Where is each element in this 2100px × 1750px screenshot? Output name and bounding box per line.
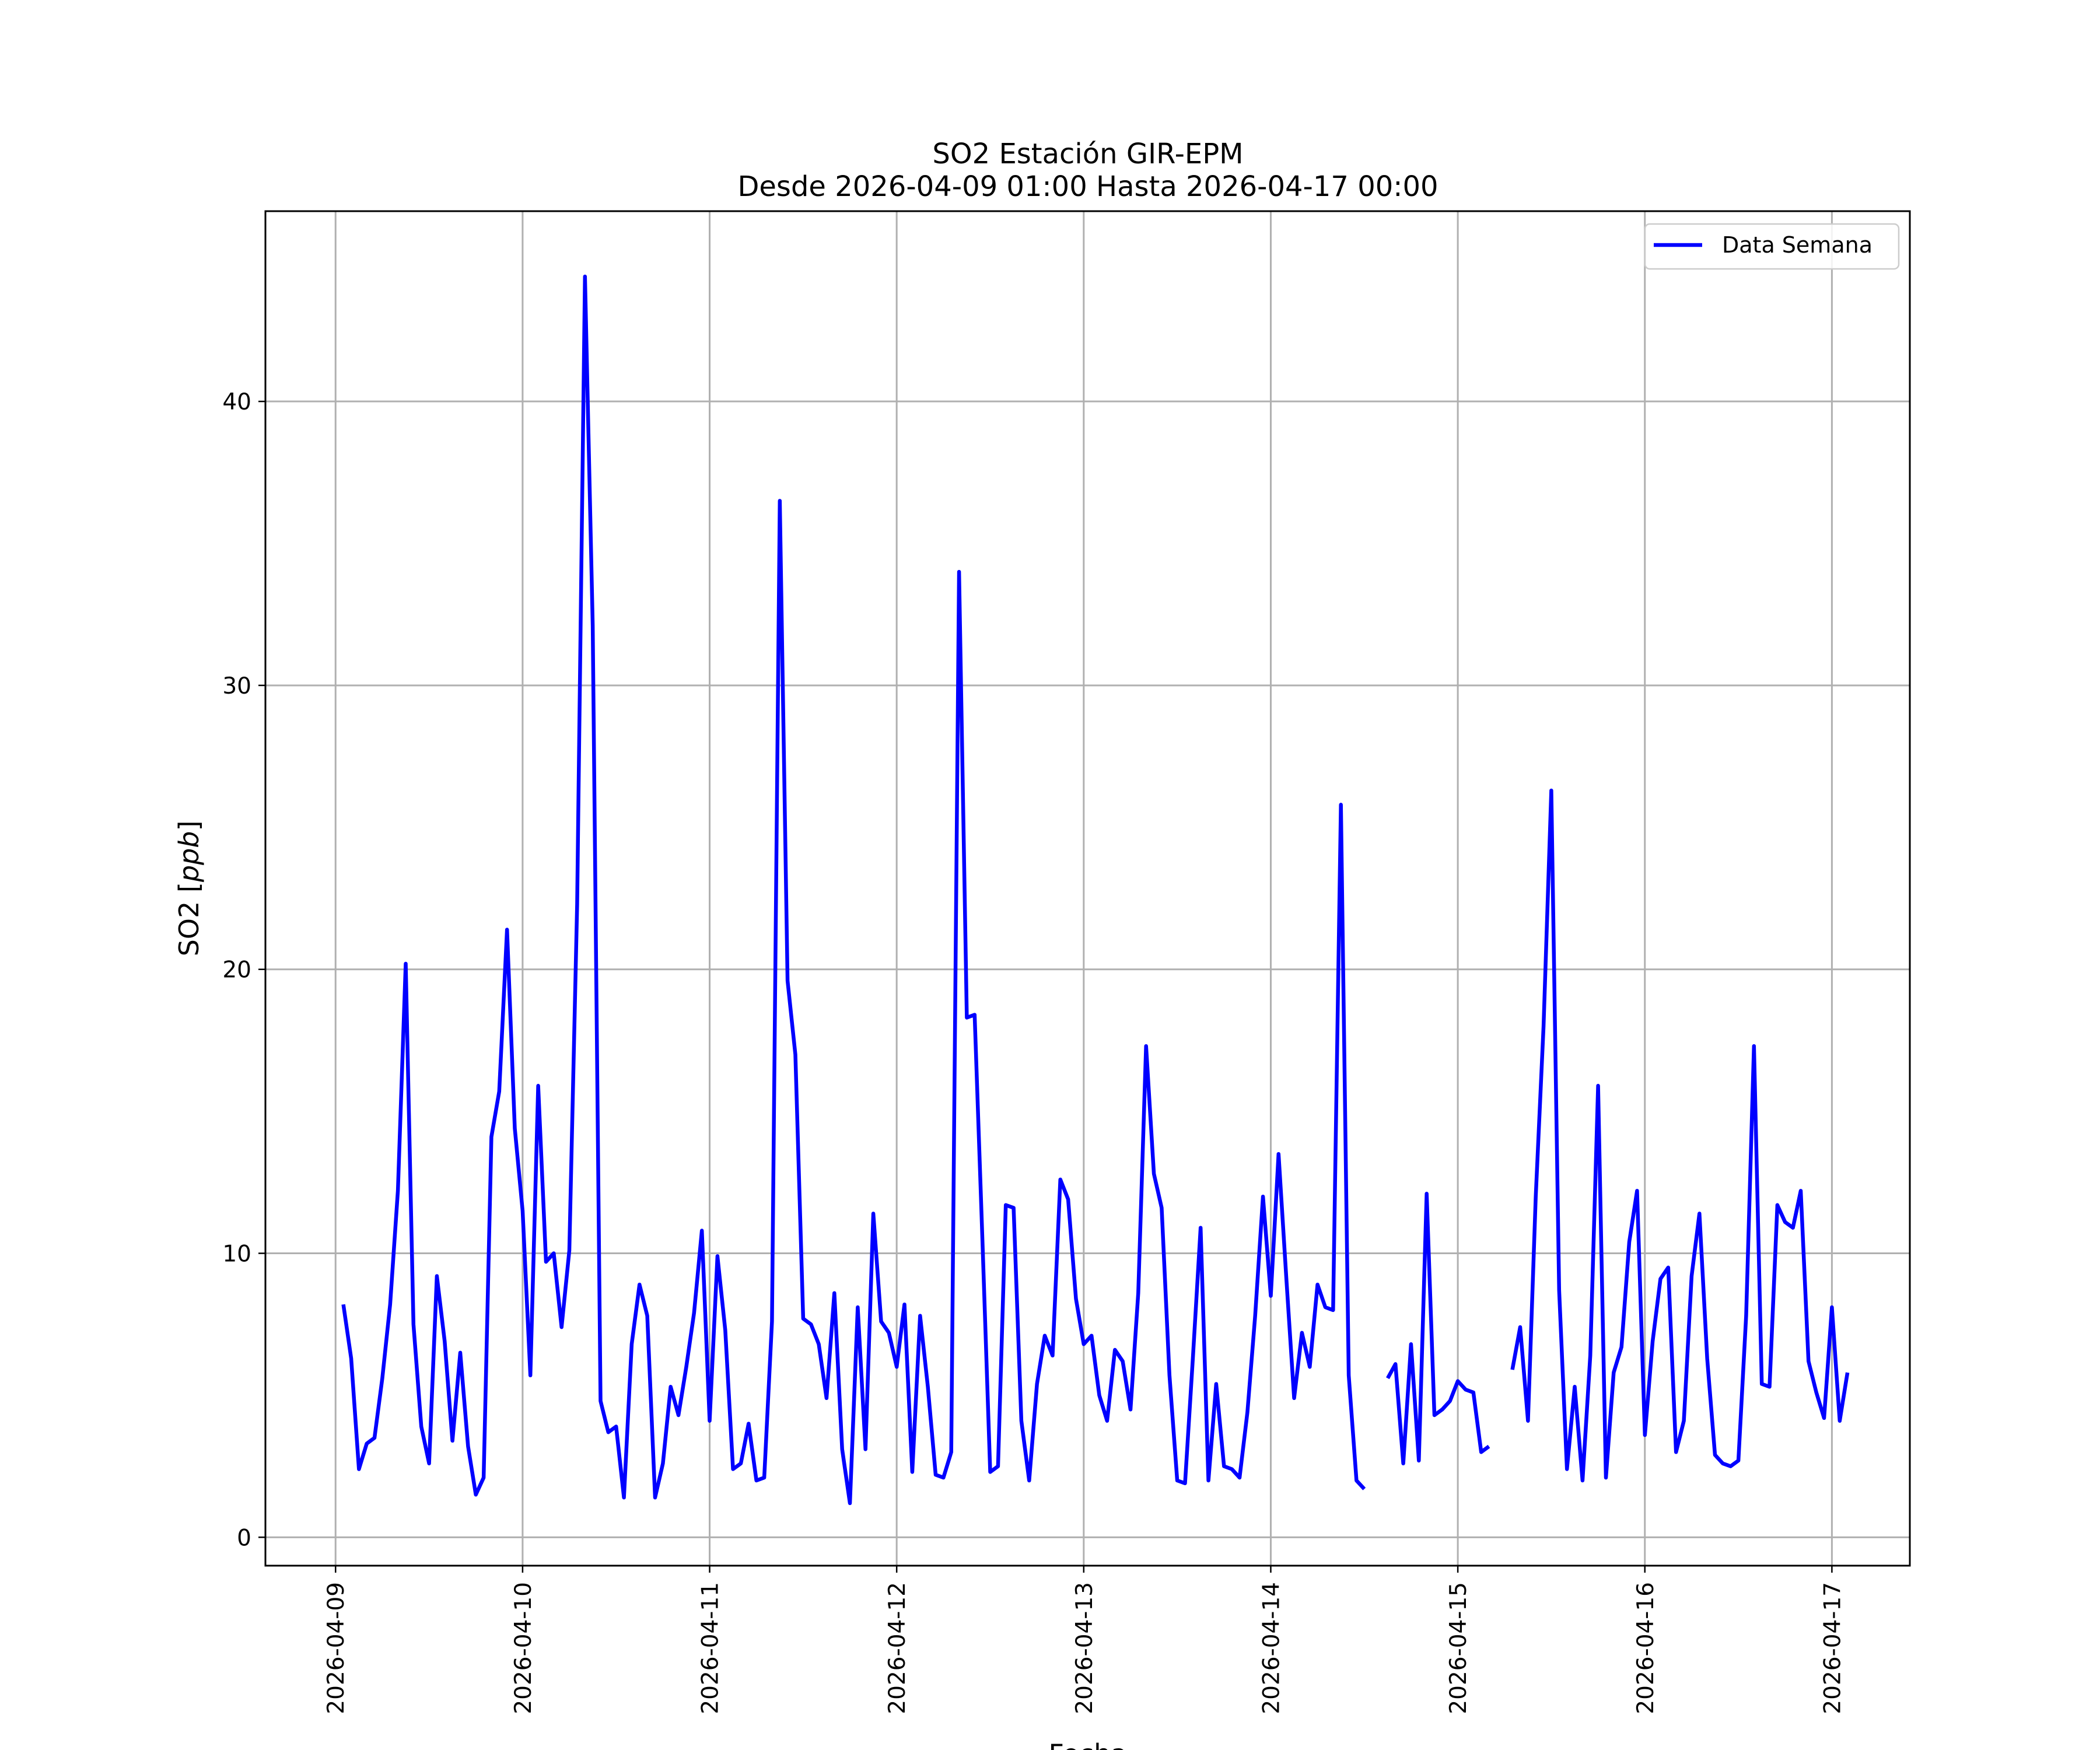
- y-axis-label-suffix: ]: [173, 821, 205, 831]
- y-tick-label: 40: [222, 389, 251, 415]
- x-tick-label: 2026-04-16: [1633, 1582, 1659, 1714]
- series-line-segment: [1386, 1192, 1490, 1466]
- chart-title: SO2 Estación GIR-EPM: [932, 138, 1243, 170]
- x-tick-label: 2026-04-17: [1819, 1582, 1846, 1714]
- legend: Data Semana: [1644, 223, 1900, 270]
- y-tick-label: 30: [222, 673, 251, 699]
- series-layer: [341, 274, 1850, 1506]
- y-axis-label-unit: ppb: [173, 831, 205, 883]
- x-tick-label: 2026-04-12: [884, 1582, 911, 1714]
- legend-box: [1644, 223, 1900, 270]
- x-tick-label: 2026-04-13: [1072, 1582, 1098, 1714]
- y-axis: 0 10 20 30 40: [222, 389, 265, 1551]
- y-tick-label: 20: [222, 957, 251, 984]
- x-axis: 2026-04-09 2026-04-10 2026-04-11 2026-04-12…: [323, 1566, 1846, 1714]
- x-axis-label: Fecha: [1049, 1738, 1128, 1750]
- legend-label: Data Semana: [1722, 232, 1873, 258]
- series-line-segment: [341, 274, 1366, 1506]
- series-line-segment: [1510, 788, 1850, 1483]
- y-axis-label-prefix: SO2 [: [173, 882, 205, 956]
- x-tick-label: 2026-04-14: [1258, 1582, 1284, 1714]
- y-tick-label: 10: [222, 1241, 251, 1268]
- y-axis-label: SO2 [ppb]: [173, 821, 205, 957]
- x-tick-label: 2026-04-15: [1446, 1582, 1472, 1714]
- x-tick-label: 2026-04-11: [698, 1582, 724, 1714]
- x-tick-label: 2026-04-10: [510, 1582, 537, 1714]
- plot-frame: [264, 210, 1911, 1567]
- y-tick-label: 0: [237, 1525, 251, 1551]
- chart-subtitle: Desde 2026-04-09 01:00 Hasta 2026-04-17 …: [737, 170, 1438, 203]
- x-tick-label: 2026-04-09: [323, 1582, 349, 1714]
